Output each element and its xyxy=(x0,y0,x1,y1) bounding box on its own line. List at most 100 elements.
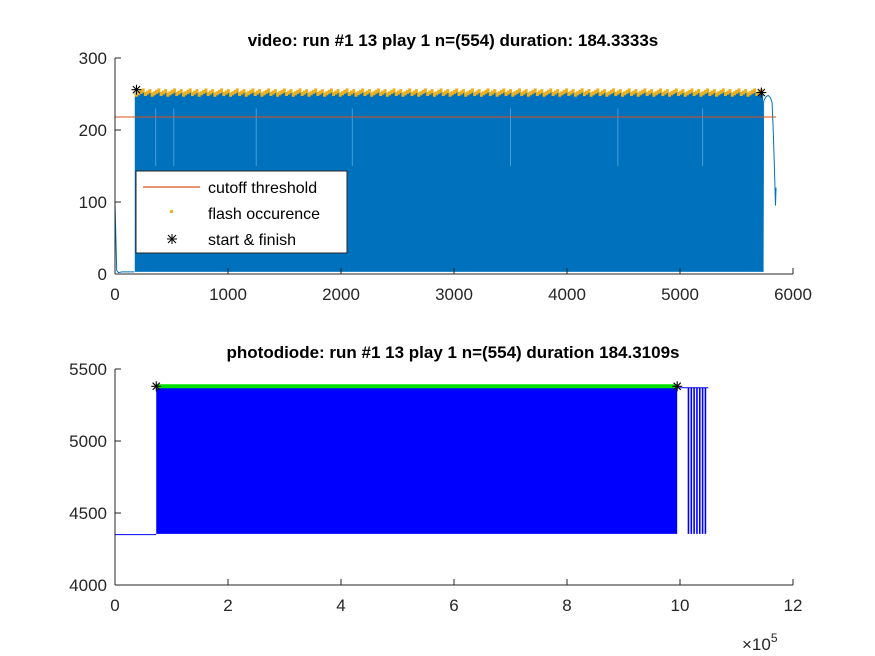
flash-occurrence-dot xyxy=(305,89,309,94)
flash-occurrence-dot xyxy=(578,89,582,94)
flash-occurrence-dot xyxy=(504,92,508,96)
flash-occurrence-dot xyxy=(724,92,728,96)
flash-occurrence-dot xyxy=(632,90,636,95)
flash-occurrence-dot xyxy=(410,92,414,96)
flash-occurrence-dot xyxy=(401,92,405,97)
flash-occurrence-dot xyxy=(157,88,161,93)
x-tick-label: 5000 xyxy=(661,285,699,304)
start-finish-marker xyxy=(672,381,683,392)
asterisk-stroke xyxy=(132,85,141,94)
flash-occurrence-dot xyxy=(323,92,327,97)
flash-occurrence-dot xyxy=(260,92,264,97)
flash-occurrence-dot xyxy=(311,89,315,94)
flash-occurrence-dot xyxy=(605,92,609,97)
flash-occurrence-dot xyxy=(654,91,658,96)
flash-occurrence-dot xyxy=(220,88,224,93)
flash-occurrence-dot xyxy=(143,92,147,96)
flash-occurrence-dot xyxy=(249,89,253,94)
flash-occurrence-dot xyxy=(544,91,548,96)
flash-occurrence-dot xyxy=(177,90,181,95)
flash-occurrence-dot xyxy=(547,89,551,94)
video-plot-x-ticks: 0 1000 2000 3000 4000 5000 6000 xyxy=(110,268,812,304)
flash-occurrence-dot xyxy=(325,91,329,96)
flash-occurrence-dot xyxy=(569,90,573,95)
flash-occurrence-dot xyxy=(282,88,286,93)
flash-occurrence-dot xyxy=(450,91,454,96)
flash-occurrence-dot xyxy=(674,88,678,93)
flash-occurrence-dot xyxy=(748,91,752,96)
flash-occurrence-dot xyxy=(291,92,295,97)
flash-occurrence-dot xyxy=(509,89,513,94)
flash-occurrence-dot xyxy=(423,88,427,93)
x-exponent-label: ×105 xyxy=(742,631,778,654)
flash-occurrence-dot xyxy=(565,88,569,93)
flash-occurrence-dot xyxy=(352,89,356,94)
flash-occurrence-dot xyxy=(730,92,734,97)
flash-occurrence-dot xyxy=(596,88,600,93)
flash-occurrence-dot xyxy=(473,92,477,96)
flash-occurrence-dot xyxy=(278,91,282,96)
flash-occurrence-dot xyxy=(683,92,687,97)
flash-occurrence-dot xyxy=(553,90,557,95)
flash-occurrence-dot xyxy=(679,90,683,95)
flash-occurrence-dot xyxy=(336,89,340,94)
flash-occurrence-dot xyxy=(726,90,730,95)
flash-occurrence-dot xyxy=(208,90,212,95)
video-plot-title: video: run #1 13 play 1 n=(554) duration… xyxy=(248,31,659,50)
flash-occurrence-dot xyxy=(715,92,719,97)
flash-occurrence-dot xyxy=(383,89,387,94)
flash-occurrence-dot xyxy=(217,89,221,94)
flash-occurrence-dot xyxy=(459,90,463,95)
flash-occurrence-dot xyxy=(430,89,434,94)
flash-occurrence-dot xyxy=(500,89,504,94)
flash-occurrence-dot xyxy=(560,91,564,96)
flash-occurrence-dot xyxy=(175,92,179,96)
flash-occurrence-dot xyxy=(421,89,425,94)
legend-start-finish-label: start & finish xyxy=(208,232,296,249)
flash-occurrence-dot xyxy=(477,89,481,94)
video-plot-legend: cutoff threshold flash occurence start &… xyxy=(135,170,348,254)
flash-occurrence-dot xyxy=(638,91,642,96)
flash-occurrence-dot xyxy=(385,92,389,97)
flash-occurrence-dot xyxy=(594,89,598,94)
flash-occurrence-dot xyxy=(202,89,206,94)
flash-occurrence-dot xyxy=(141,88,145,93)
flash-occurrence-dot xyxy=(233,89,237,94)
flash-occurrence-dot xyxy=(535,92,539,96)
flash-occurrence-dot xyxy=(367,89,371,94)
flash-occurrence-dot xyxy=(538,90,542,95)
flash-occurrence-dot xyxy=(721,88,725,93)
flash-occurrence-dot xyxy=(414,89,418,94)
flash-occurrence-dot xyxy=(609,89,613,94)
x-exponent-power: 5 xyxy=(771,631,778,645)
flash-occurrence-dot xyxy=(549,88,553,93)
flash-occurrence-dot xyxy=(244,92,248,97)
video-signal-pre xyxy=(114,201,135,274)
flash-occurrence-dot xyxy=(137,91,141,96)
flash-occurrence-dot xyxy=(354,92,358,97)
flash-occurrence-dot xyxy=(457,92,461,96)
flash-occurrence-dot xyxy=(710,90,714,95)
flash-occurrence-dot xyxy=(397,90,401,95)
flash-occurrence-dot xyxy=(237,92,241,96)
flash-occurrence-dot xyxy=(650,89,654,94)
flash-occurrence-dot xyxy=(159,92,163,96)
video-plot-y-ticks: 0 100 200 300 xyxy=(79,49,121,284)
flash-occurrence-dot xyxy=(314,88,318,93)
video-signal-tail xyxy=(762,94,777,272)
x-tick-label: 0 xyxy=(110,596,119,615)
flash-occurrence-dot xyxy=(461,89,465,94)
flash-occurrence-dot xyxy=(750,89,754,94)
flash-occurrence-dot xyxy=(497,91,501,96)
flash-occurrence-dot xyxy=(347,92,351,96)
flash-occurrence-dot xyxy=(338,92,342,97)
x-tick-label: 10 xyxy=(671,596,690,615)
flash-occurrence-dot xyxy=(690,88,694,93)
flash-occurrence-dot xyxy=(741,90,745,95)
x-tick-label: 4 xyxy=(336,596,345,615)
flash-occurrence-dot xyxy=(287,90,291,95)
flash-occurrence-dot xyxy=(204,88,208,93)
flash-occurrence-dot xyxy=(591,91,595,96)
flash-occurrence-dot xyxy=(170,89,174,94)
flash-occurrence-dot xyxy=(148,89,152,94)
